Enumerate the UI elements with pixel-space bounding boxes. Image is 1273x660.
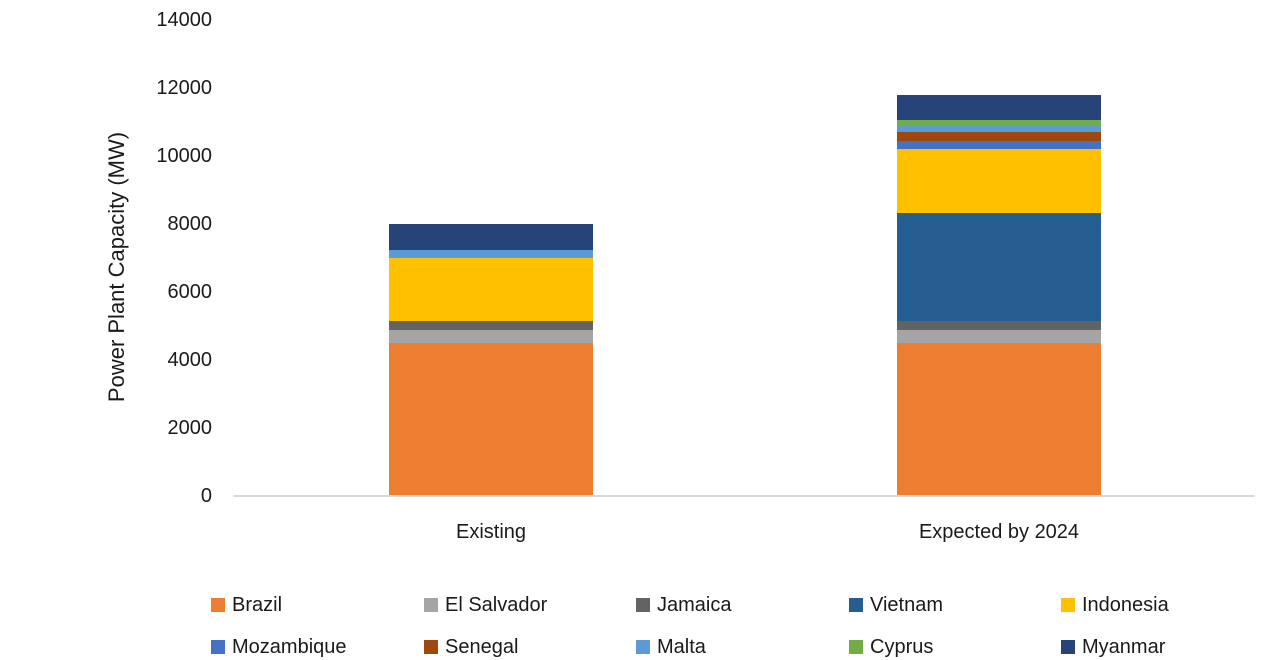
bar-segment-myanmar-existing [389,224,593,251]
category-label-expected-by-2024: Expected by 2024 [918,521,1080,543]
legend-label-brazil: Brazil [232,593,283,616]
legend-item-indonesia: Indonesia [1061,594,1169,616]
bar-segment-myanmar-expected-by-2024 [897,94,1101,121]
legend-swatch-mozambique [211,640,225,654]
x-axis-line [234,495,1254,497]
bar-segment-indonesia-expected-by-2024 [897,149,1101,213]
bar-segment-malta-expected-by-2024 [897,126,1101,133]
bar-segment-el-salvador-existing [389,330,593,344]
legend-label-malta: Malta [657,635,706,658]
legend-label-senegal: Senegal [445,635,519,658]
bar-segment-senegal-expected-by-2024 [897,132,1101,142]
legend-item-el-salvador: El Salvador [424,594,547,616]
legend-swatch-cyprus [849,640,863,654]
legend-item-jamaica: Jamaica [636,594,731,616]
legend-swatch-vietnam [849,598,863,612]
bar-segment-cyprus-expected-by-2024 [897,120,1101,127]
y-tick-label-12000: 12000 [156,77,212,99]
legend-label-myanmar: Myanmar [1082,635,1166,658]
legend-item-cyprus: Cyprus [849,636,933,658]
legend-label-indonesia: Indonesia [1082,593,1169,616]
bar-segment-malta-existing [389,250,593,258]
bar-existing [389,224,593,495]
bar-expected-by-2024 [897,94,1101,495]
y-tick-label-4000: 4000 [167,349,213,371]
legend-item-vietnam: Vietnam [849,594,943,616]
y-tick-label-0: 0 [200,485,212,507]
legend-item-brazil: Brazil [211,594,282,616]
bar-segment-jamaica-existing [389,321,593,331]
bar-segment-jamaica-expected-by-2024 [897,321,1101,331]
legend-item-malta: Malta [636,636,706,658]
legend-label-mozambique: Mozambique [232,635,347,658]
y-axis-title: Power Plant Capacity (MW) [104,131,129,403]
bar-segment-indonesia-existing [389,257,593,322]
bar-segment-brazil-existing [389,343,593,495]
y-tick-label-2000: 2000 [167,417,213,439]
legend-swatch-myanmar [1061,640,1075,654]
bar-segment-mozambique-expected-by-2024 [897,141,1101,150]
y-tick-label-14000: 14000 [156,9,212,31]
legend-item-mozambique: Mozambique [211,636,347,658]
legend-swatch-jamaica [636,598,650,612]
bar-segment-vietnam-expected-by-2024 [897,212,1101,322]
legend-label-el-salvador: El Salvador [445,593,548,616]
legend-label-cyprus: Cyprus [870,635,934,658]
legend-item-senegal: Senegal [424,636,518,658]
legend-swatch-indonesia [1061,598,1075,612]
legend-swatch-malta [636,640,650,654]
legend-swatch-senegal [424,640,438,654]
legend-item-myanmar: Myanmar [1061,636,1165,658]
y-tick-label-6000: 6000 [167,281,213,303]
bar-segment-el-salvador-expected-by-2024 [897,330,1101,344]
bar-segment-brazil-expected-by-2024 [897,343,1101,495]
y-tick-label-8000: 8000 [167,213,213,235]
legend-swatch-el-salvador [424,598,438,612]
category-label-existing: Existing [455,521,527,543]
legend-label-jamaica: Jamaica [657,593,732,616]
y-tick-label-10000: 10000 [156,145,212,167]
legend-swatch-brazil [211,598,225,612]
legend-label-vietnam: Vietnam [870,593,944,616]
